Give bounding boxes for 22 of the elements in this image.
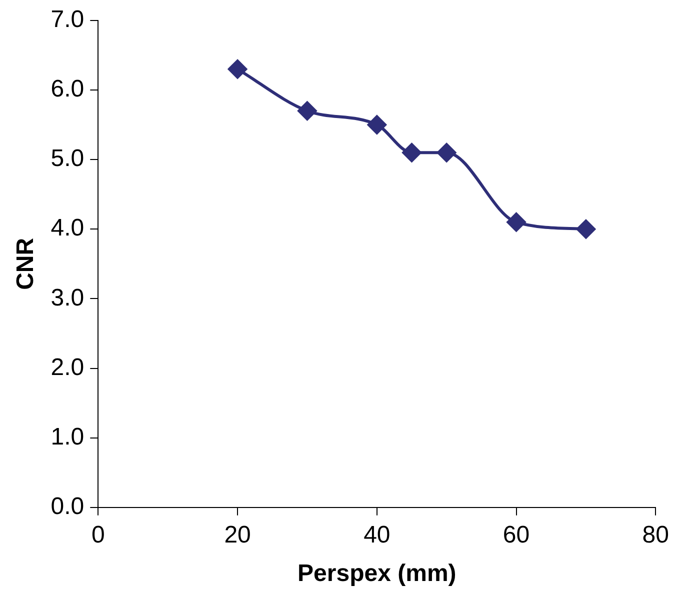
point <box>367 115 386 134</box>
point <box>437 143 456 162</box>
y-tick-label: 3.0 <box>50 284 84 312</box>
y-tick-label: 6.0 <box>50 76 84 103</box>
x-tick-label: 20 <box>224 521 251 548</box>
x-axis-title: Perspex (mm) <box>298 560 456 588</box>
x-tick-label: 60 <box>502 521 530 548</box>
y-tick-label: 2.0 <box>50 354 84 381</box>
point <box>298 101 317 120</box>
point <box>228 60 248 79</box>
x-tick-label: 40 <box>364 521 390 548</box>
point <box>576 220 596 239</box>
y-tick-label: 4.0 <box>50 214 84 242</box>
point <box>506 212 526 232</box>
y-tick-label: 5.0 <box>50 145 84 172</box>
y-tick-label: 7.0 <box>50 6 84 34</box>
y-tick-label: 0.0 <box>50 493 84 520</box>
x-tick-label: 80 <box>642 521 670 548</box>
y-axis-title: CNR <box>12 238 40 290</box>
point <box>402 143 422 162</box>
y-tick-label: 1.0 <box>50 423 84 450</box>
x-tick-label: 0 <box>91 521 105 548</box>
